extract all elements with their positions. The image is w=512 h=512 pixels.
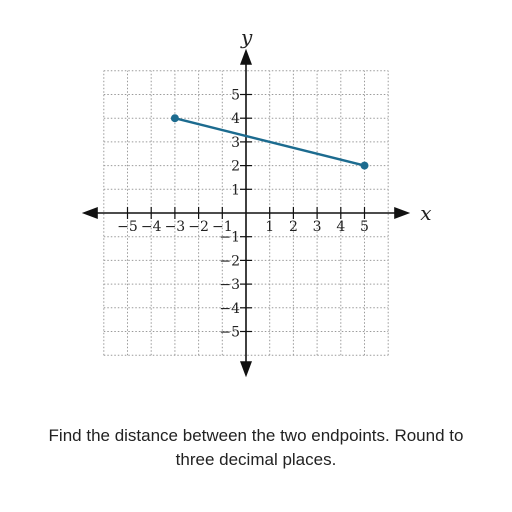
y-tick-label: −2 xyxy=(219,253,240,269)
y-tick-label: 4 xyxy=(231,111,240,127)
segment-series xyxy=(170,114,369,170)
x-axis-arrow-left xyxy=(81,207,98,219)
x-tick-label: 1 xyxy=(265,219,274,235)
x-tick-label: −2 xyxy=(188,219,209,235)
x-tick-label: −4 xyxy=(141,219,162,235)
x-tick-label: 4 xyxy=(336,219,345,235)
x-tick-label: −3 xyxy=(165,219,186,235)
endpoint-marker xyxy=(360,161,369,170)
y-tick-label: 5 xyxy=(231,88,240,104)
axes xyxy=(81,48,411,378)
segment-line xyxy=(174,117,365,167)
y-tick-label: 3 xyxy=(231,135,240,151)
endpoint-marker xyxy=(170,114,179,123)
question-text: Find the distance between the two endpoi… xyxy=(48,426,464,469)
y-tick-label: −3 xyxy=(219,277,240,293)
y-tick-label: −1 xyxy=(219,230,240,246)
tick-marks xyxy=(126,93,366,333)
x-tick-label: 3 xyxy=(313,219,322,235)
x-axis-arrow-right xyxy=(394,207,411,219)
x-tick-label: 2 xyxy=(289,219,298,235)
y-tick-label: −5 xyxy=(219,325,240,341)
x-tick-label: −1 xyxy=(212,219,233,235)
y-tick-label: −4 xyxy=(219,301,240,317)
x-axis-label: x xyxy=(420,201,431,225)
y-axis-arrow-up xyxy=(240,48,252,65)
y-axis-arrow-down xyxy=(240,361,252,378)
y-tick-label: 2 xyxy=(231,159,240,175)
y-axis-label: y xyxy=(240,25,253,49)
x-tick-label: 5 xyxy=(360,219,369,235)
x-tick-label: −5 xyxy=(117,219,138,235)
y-tick-label: 1 xyxy=(231,182,240,198)
